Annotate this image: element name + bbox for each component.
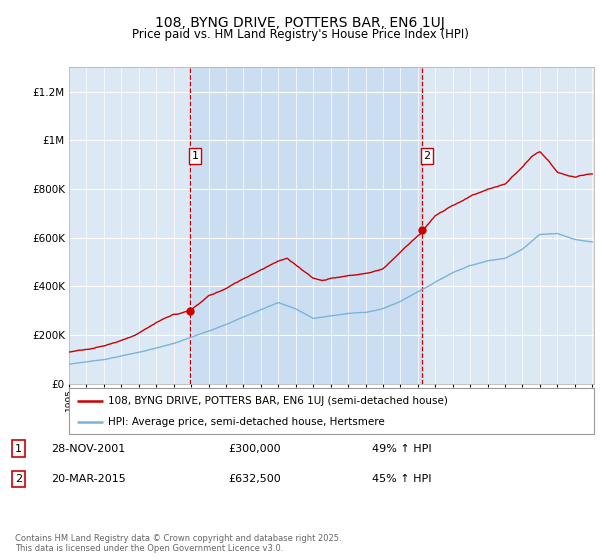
Bar [190,67,422,384]
Text: 1: 1 [15,444,22,454]
Text: 45% ↑ HPI: 45% ↑ HPI [372,474,431,484]
Text: 108, BYNG DRIVE, POTTERS BAR, EN6 1UJ (semi-detached house): 108, BYNG DRIVE, POTTERS BAR, EN6 1UJ (s… [109,396,448,406]
Text: 28-NOV-2001: 28-NOV-2001 [51,444,125,454]
Text: 2: 2 [424,151,431,161]
Text: 20-MAR-2015: 20-MAR-2015 [51,474,126,484]
Text: £300,000: £300,000 [228,444,281,454]
Text: 49% ↑ HPI: 49% ↑ HPI [372,444,431,454]
Text: Contains HM Land Registry data © Crown copyright and database right 2025.
This d: Contains HM Land Registry data © Crown c… [15,534,341,553]
Text: 2: 2 [15,474,22,484]
Text: Price paid vs. HM Land Registry's House Price Index (HPI): Price paid vs. HM Land Registry's House … [131,28,469,41]
Text: HPI: Average price, semi-detached house, Hertsmere: HPI: Average price, semi-detached house,… [109,417,385,427]
Text: 1: 1 [191,151,199,161]
Text: £632,500: £632,500 [228,474,281,484]
Text: 108, BYNG DRIVE, POTTERS BAR, EN6 1UJ: 108, BYNG DRIVE, POTTERS BAR, EN6 1UJ [155,16,445,30]
